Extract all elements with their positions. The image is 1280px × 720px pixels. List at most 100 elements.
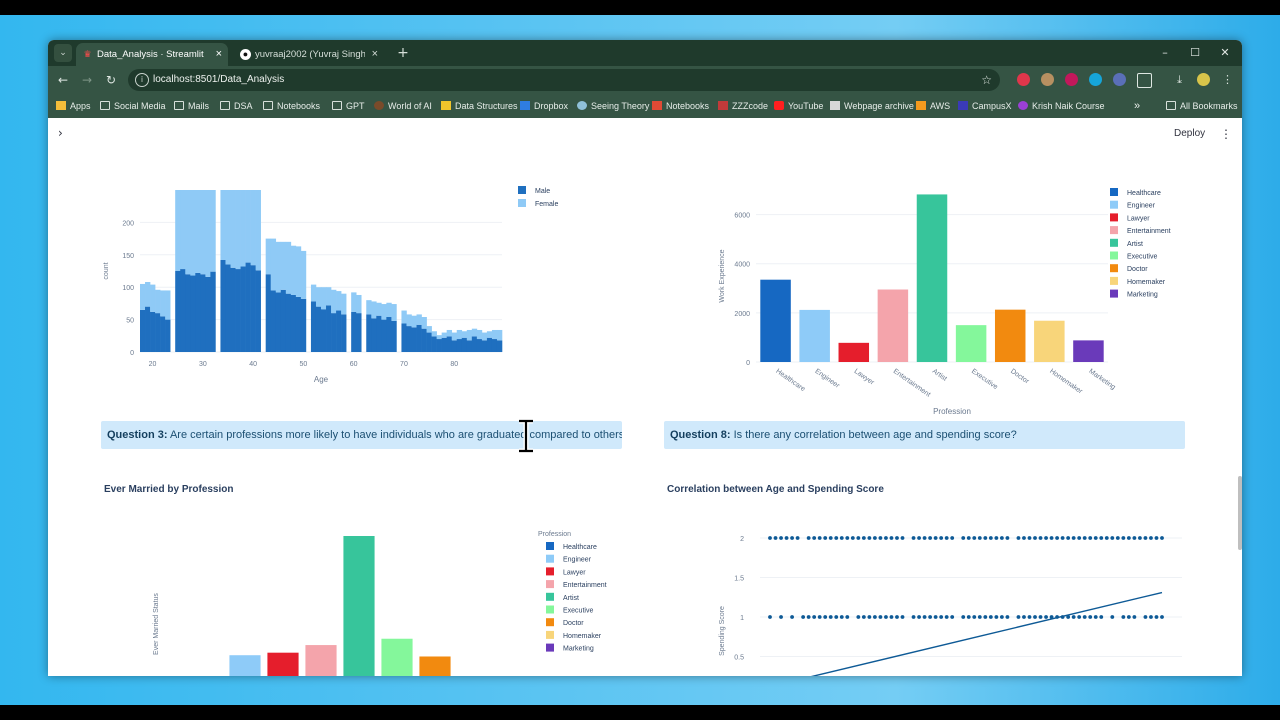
scatter-point (983, 615, 988, 619)
bookmark-social-media[interactable]: Social Media (100, 94, 166, 118)
bar-male (411, 327, 417, 352)
bar-male (331, 313, 337, 352)
back-button[interactable]: ← (57, 73, 69, 87)
tab-strip: ⌄ ♛ Data_Analysis · Streamlit × ● yuvraa… (48, 40, 1242, 66)
extensions-puzzle-icon[interactable] (1137, 73, 1152, 88)
bar-male (461, 337, 468, 352)
maximize-button[interactable]: ☐ (1190, 46, 1200, 59)
scatter-point (884, 536, 888, 540)
bar-female (406, 314, 412, 327)
extension-icon[interactable] (1089, 73, 1102, 86)
bookmarks-overflow-button[interactable]: » (1134, 100, 1141, 112)
bar-female (351, 292, 357, 312)
bookmark-aws[interactable]: AWS (916, 94, 950, 118)
x-axis-title: Age (314, 375, 329, 384)
site-info-icon[interactable]: i (135, 73, 149, 87)
close-icon[interactable]: × (371, 48, 378, 60)
bookmark-star-icon[interactable]: ☆ (981, 73, 992, 87)
legend-label: Artist (563, 595, 579, 602)
deploy-button[interactable]: Deploy (1174, 128, 1206, 139)
bar-male (165, 319, 171, 352)
bookmark-notebooks[interactable]: Notebooks (263, 94, 320, 118)
bookmark-world-of-ai[interactable]: World of AI (374, 94, 432, 118)
bar-female (401, 310, 407, 324)
extension-icon[interactable] (1065, 73, 1078, 86)
bar-female (265, 238, 272, 275)
bar-female (356, 294, 362, 314)
extension-icon[interactable] (1017, 73, 1030, 86)
tab-streamlit[interactable]: ♛ Data_Analysis · Streamlit × (76, 43, 228, 66)
x-tick-label: 60 (350, 361, 358, 368)
bar-male (371, 318, 377, 352)
minimize-button[interactable]: – (1162, 46, 1168, 59)
scatter-point (1033, 536, 1037, 540)
y-tick-label: 1 (740, 615, 744, 622)
tab-search-button[interactable]: ⌄ (54, 44, 72, 62)
bar-female (155, 289, 161, 314)
scatter-point (1138, 536, 1142, 540)
scatter-point (779, 615, 783, 619)
bar-male (150, 311, 156, 352)
legend-label: Executive (563, 608, 593, 615)
bookmark-krish-naik[interactable]: Krish Naik Course (1018, 94, 1105, 118)
bookmark-seeing-theory[interactable]: Seeing Theory (577, 94, 649, 118)
bookmark-gpt[interactable]: GPT (332, 94, 365, 118)
bar-female (180, 190, 186, 270)
profile-avatar[interactable] (1197, 73, 1210, 86)
browser-menu-icon[interactable]: ⋮ (1222, 73, 1233, 86)
tab-title: Data_Analysis · Streamlit (97, 49, 204, 60)
bar-male (300, 298, 307, 352)
bookmark-dropbox[interactable]: Dropbox (520, 94, 568, 118)
bookmark-zzzcode[interactable]: ZZZcode (718, 94, 768, 118)
address-bar[interactable]: i localhost:8501/Data_Analysis ☆ (128, 69, 1000, 91)
bar-male (210, 271, 216, 352)
youtube-icon (774, 101, 784, 110)
bookmark-campusx[interactable]: CampusX (958, 94, 1012, 118)
x-axis-title: Profession (933, 407, 971, 416)
bookmark-webpage-archive[interactable]: Webpage archive (830, 94, 914, 118)
download-icon[interactable]: ⤓ (1177, 73, 1182, 86)
scatter-point (1005, 536, 1010, 540)
bookmark-notebooks-2[interactable]: Notebooks (652, 94, 709, 118)
bar-female (245, 190, 251, 263)
bar-male (280, 289, 287, 352)
legend-label: Female (535, 201, 558, 208)
close-window-button[interactable]: ✕ (1220, 46, 1230, 59)
folder-icon (174, 101, 184, 110)
scatter-point (1160, 536, 1164, 540)
page-scrollbar[interactable] (1238, 476, 1242, 550)
extension-icon[interactable] (1041, 73, 1054, 86)
scatter-point (856, 615, 861, 619)
tab-github[interactable]: ● yuvraaj2002 (Yuvraj Singh) × (234, 43, 384, 66)
bar-male (366, 314, 372, 352)
bar-doctor (994, 309, 1026, 362)
scatter-point (928, 536, 933, 540)
sidebar-toggle-button[interactable]: › (58, 126, 63, 140)
reload-button[interactable]: ↻ (105, 73, 117, 87)
bar-female (275, 241, 282, 293)
bar-male (255, 270, 261, 352)
legend-label: Engineer (563, 557, 592, 564)
bookmark-youtube[interactable]: YouTube (774, 94, 823, 118)
main-menu-button[interactable]: ⋮ (1220, 127, 1232, 141)
forward-button[interactable]: → (81, 73, 93, 87)
legend-label: Marketing (563, 646, 594, 653)
scatter-point (933, 536, 938, 540)
bookmark-mails[interactable]: Mails (174, 94, 209, 118)
extension-icon[interactable] (1113, 73, 1126, 86)
bookmark-data-structures[interactable]: Data Structures (441, 94, 518, 118)
bar-male (421, 328, 427, 352)
new-tab-button[interactable]: + (397, 45, 409, 61)
bar-female (336, 291, 342, 311)
scatter-point (834, 536, 839, 540)
bar-female (471, 328, 478, 337)
browser-toolbar: ← → ↻ i localhost:8501/Data_Analysis ☆ ⤓… (48, 66, 1242, 94)
close-icon[interactable]: × (215, 48, 222, 60)
bookmark-dsa[interactable]: DSA (220, 94, 253, 118)
bar-male (476, 339, 483, 352)
bar-male (456, 339, 463, 352)
url-text[interactable]: localhost:8501/Data_Analysis (153, 74, 285, 85)
all-bookmarks[interactable]: All Bookmarks (1166, 94, 1238, 118)
bookmark-apps[interactable]: Apps (56, 94, 91, 118)
